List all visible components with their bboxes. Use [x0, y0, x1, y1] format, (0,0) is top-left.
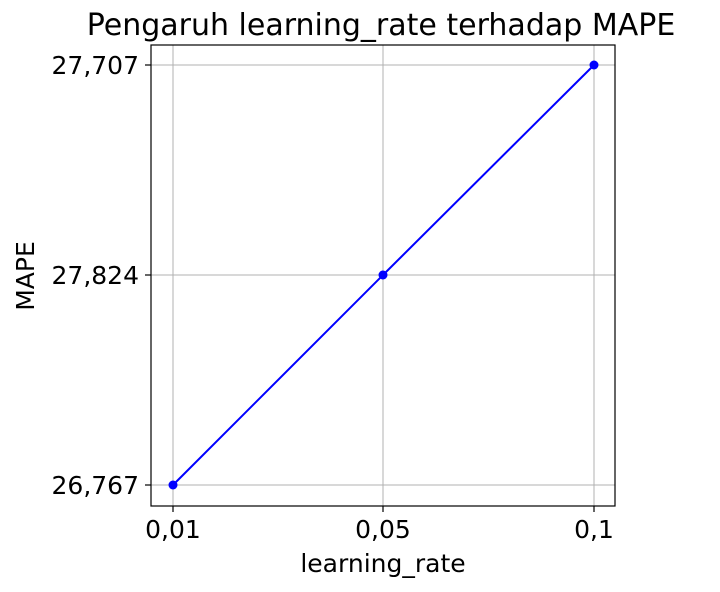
x-axis-tick-labels: 0,01 0,05 0,1 [145, 515, 614, 544]
data-series [168, 60, 599, 490]
data-point [378, 270, 388, 280]
axis-ticks [145, 64, 595, 512]
y-axis-tick-labels: 27,707 27,824 26,767 [52, 51, 139, 500]
x-tick-label: 0,05 [355, 515, 411, 544]
chart-title: Pengaruh learning_rate terhadap MAPE [87, 8, 676, 43]
y-tick-label: 27,824 [52, 261, 139, 290]
y-tick-label: 26,767 [52, 471, 139, 500]
data-point [589, 60, 599, 70]
x-axis-label: learning_rate [300, 549, 465, 578]
x-tick-label: 0,01 [145, 515, 201, 544]
data-point [168, 480, 178, 490]
y-tick-label: 27,707 [52, 51, 139, 80]
y-axis-label: MAPE [11, 241, 40, 311]
x-tick-label: 0,1 [574, 515, 614, 544]
